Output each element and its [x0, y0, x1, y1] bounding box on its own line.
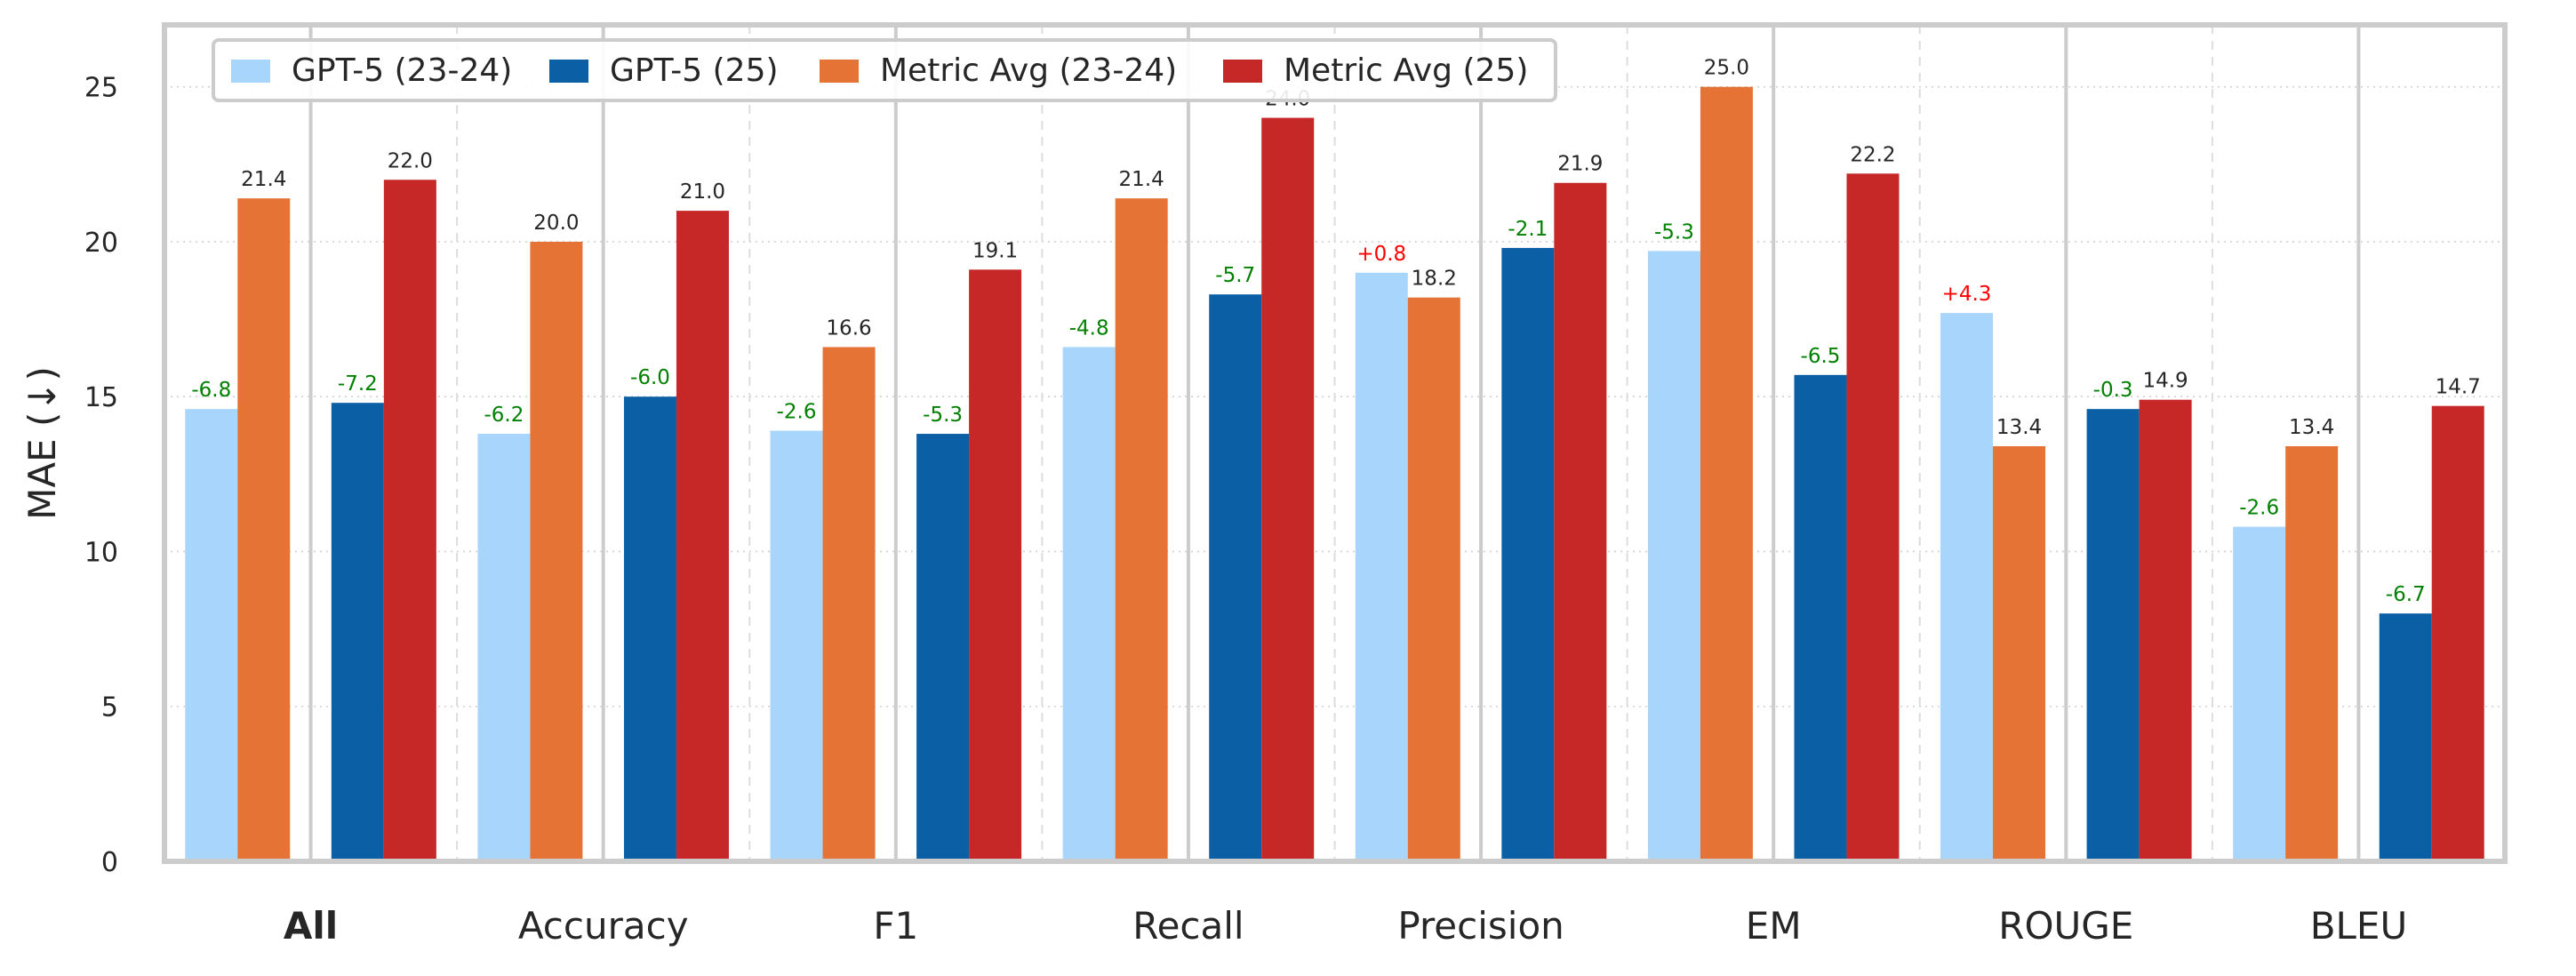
delta-label: -7.2	[338, 372, 378, 396]
bar-metric-avg-2324	[1407, 297, 1460, 861]
value-label: 21.4	[241, 168, 286, 191]
value-label: 16.6	[826, 316, 871, 340]
x-tick-label: F1	[873, 904, 918, 948]
x-tick-label: Precision	[1397, 904, 1564, 948]
value-label: 18.2	[1412, 268, 1457, 291]
bar-gpt5-25	[1501, 247, 1555, 861]
delta-label: -2.6	[777, 401, 817, 424]
bar-gpt5-2324	[477, 434, 531, 861]
value-label: 21.9	[1557, 153, 1603, 176]
x-tick-label: All	[284, 904, 338, 948]
bar-metric-avg-2324	[530, 241, 583, 861]
legend-swatch	[231, 60, 270, 83]
bar-gpt5-25	[1794, 374, 1847, 861]
value-label: 14.9	[2142, 370, 2188, 393]
bar-metric-avg-25	[383, 180, 436, 861]
bar-gpt5-2324	[1940, 313, 1994, 862]
legend-item-label: GPT-5 (23-24)	[292, 52, 512, 89]
bar-metric-avg-2324	[822, 347, 876, 862]
bar-metric-avg-25	[1846, 173, 1900, 862]
legend-item-label: GPT-5 (25)	[610, 52, 779, 89]
bar-gpt5-25	[916, 434, 970, 861]
x-tick-label: Accuracy	[518, 904, 689, 948]
value-label: 14.7	[2436, 376, 2481, 399]
bar-gpt5-2324	[1355, 272, 1408, 861]
value-label: 20.0	[533, 212, 579, 235]
y-axis-label: MAE (↓)	[20, 366, 64, 520]
y-tick-label: 25	[84, 73, 118, 104]
bar-gpt5-25	[1209, 294, 1262, 861]
bar-gpt5-2324	[770, 430, 823, 861]
bar-metric-avg-25	[676, 211, 729, 862]
delta-label: -6.7	[2386, 583, 2426, 606]
bar-metric-avg-2324	[1115, 198, 1168, 862]
bar-gpt5-25	[623, 396, 676, 861]
bar-gpt5-25	[2086, 409, 2140, 861]
bar-gpt5-2324	[185, 409, 238, 861]
delta-label: -2.1	[1508, 218, 1548, 241]
delta-label: +4.3	[1942, 283, 1992, 306]
bar-metric-avg-2324	[1993, 445, 2046, 861]
value-label: 13.4	[2289, 416, 2334, 439]
value-label: 19.1	[972, 239, 1018, 262]
bar-metric-avg-25	[969, 269, 1022, 862]
delta-label: -2.6	[2239, 497, 2279, 520]
delta-label: -4.8	[1069, 316, 1109, 340]
bar-gpt5-2324	[1647, 251, 1700, 861]
delta-label: -6.2	[484, 404, 524, 427]
x-tick-label: EM	[1746, 904, 1802, 948]
delta-label: -6.8	[191, 379, 231, 402]
delta-label: -6.5	[1801, 345, 1841, 368]
x-tick-label: ROUGE	[1998, 904, 2133, 948]
delta-label: +0.8	[1356, 243, 1406, 266]
legend-swatch	[549, 60, 588, 83]
bar-metric-avg-25	[2431, 405, 2484, 862]
bar-metric-avg-2324	[1700, 86, 1753, 861]
plot-frame	[162, 22, 2508, 864]
bar-metric-avg-25	[1554, 182, 1607, 861]
y-tick-label: 5	[101, 692, 118, 724]
legend-swatch	[820, 60, 859, 83]
bar-gpt5-2324	[2233, 526, 2286, 861]
x-tick-label: BLEU	[2310, 904, 2408, 948]
value-label: 25.0	[1704, 57, 1749, 80]
delta-label: -6.0	[630, 366, 670, 389]
bar-metric-avg-25	[2139, 399, 2192, 861]
y-tick-label: 10	[84, 537, 118, 568]
bar-gpt5-2324	[1062, 347, 1116, 862]
bar-metric-avg-25	[1261, 117, 1315, 862]
value-label: 22.0	[388, 149, 433, 172]
delta-label: -5.3	[1654, 220, 1694, 244]
delta-label: -5.3	[923, 404, 963, 427]
bar-gpt5-25	[331, 403, 384, 861]
legend-item-label: Metric Avg (23-24)	[880, 52, 1177, 89]
bar-metric-avg-2324	[237, 198, 291, 862]
legend-item-label: Metric Avg (25)	[1284, 52, 1528, 89]
legend	[212, 38, 1557, 102]
x-tick-label: Recall	[1132, 904, 1244, 948]
value-label: 21.0	[680, 180, 725, 204]
value-label: 21.4	[1119, 168, 1164, 191]
y-tick-label: 20	[84, 228, 118, 259]
value-label: 13.4	[1996, 416, 2042, 439]
y-tick-label: 0	[101, 847, 118, 878]
bar-gpt5-25	[2379, 613, 2432, 861]
delta-label: -0.3	[2093, 379, 2133, 402]
y-tick-label: 15	[84, 382, 118, 413]
bar-metric-avg-2324	[2285, 445, 2339, 861]
value-label: 22.2	[1850, 143, 1895, 166]
delta-label: -5.7	[1215, 264, 1255, 287]
legend-swatch	[1223, 60, 1262, 83]
